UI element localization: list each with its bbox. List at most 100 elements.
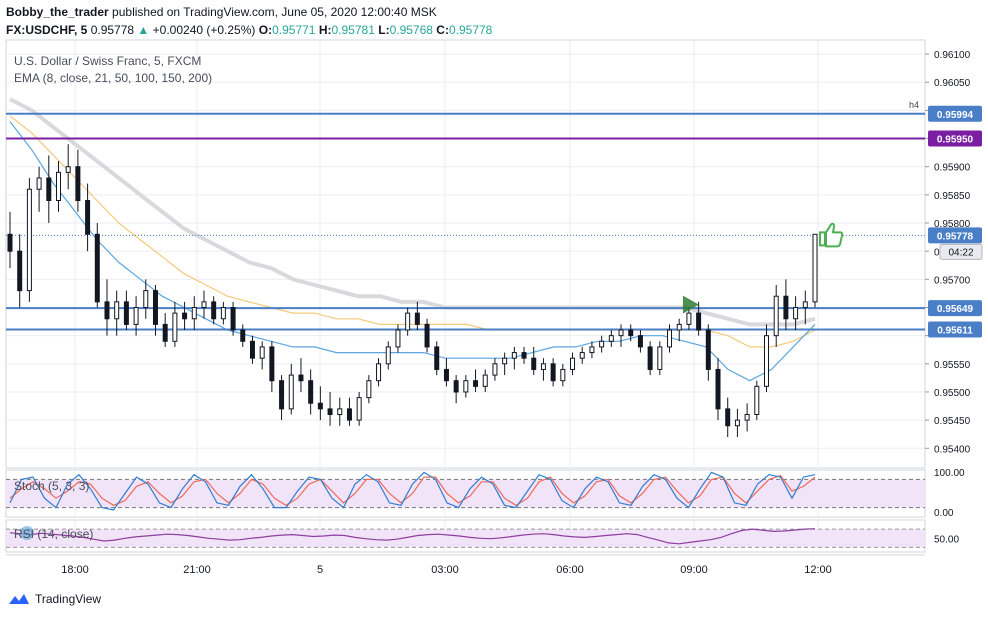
candle	[201, 290, 207, 319]
candle	[453, 375, 459, 404]
candle-body	[55, 171, 61, 201]
candle	[705, 324, 711, 381]
candle-body	[26, 188, 32, 292]
candle-body	[298, 374, 304, 382]
candle	[531, 346, 537, 376]
thumbs-up-icon	[819, 222, 844, 248]
stoch-k-line	[9, 471, 816, 511]
symbol-name: FX:USDCHF, 5	[6, 23, 88, 37]
candle-body	[550, 363, 556, 382]
candle-body	[463, 380, 469, 393]
candle-body	[579, 352, 585, 359]
candle-body	[191, 307, 197, 320]
y-tick-label: 0.95700	[934, 275, 971, 286]
candle	[288, 363, 294, 415]
candle-body	[7, 233, 13, 252]
level-price-label: 0.95994	[937, 110, 974, 121]
candle-body	[686, 312, 692, 325]
candle-body	[94, 233, 100, 303]
candle-body	[589, 346, 595, 354]
candle-body	[764, 335, 770, 387]
x-tick-label: 03:00	[431, 564, 459, 576]
level-price-box	[928, 130, 982, 147]
candle	[36, 166, 42, 212]
author-name[interactable]: Bobby_the_trader	[6, 5, 109, 19]
candle	[65, 144, 71, 190]
candle-body	[395, 329, 401, 348]
countdown-box	[939, 243, 983, 260]
price-change: +0.00240 (+0.25%)	[152, 23, 256, 37]
candle-body	[288, 374, 294, 410]
candle-body	[618, 329, 624, 337]
candle	[405, 307, 411, 336]
candle	[686, 307, 692, 331]
candle	[114, 290, 120, 336]
candle	[463, 375, 469, 398]
candle	[366, 375, 372, 404]
candle	[220, 301, 226, 325]
level-price-label: 0.95649	[937, 304, 974, 315]
rsi-legend: RSI (14, close)	[14, 527, 94, 541]
candle-body	[773, 295, 779, 337]
candle-body	[482, 374, 488, 387]
candle-body	[376, 363, 382, 382]
candle	[618, 324, 624, 347]
candle	[395, 324, 401, 353]
candle-body	[696, 312, 702, 331]
rsi-tick-50: 50.00	[934, 534, 959, 545]
x-tick-label: 21:00	[183, 564, 211, 576]
candle-body	[65, 166, 71, 173]
candle-body	[473, 380, 479, 387]
candle-body	[36, 177, 42, 190]
candle	[812, 233, 818, 308]
candle	[269, 341, 275, 392]
candle-body	[366, 380, 372, 399]
candle-body	[657, 346, 663, 370]
candle-body	[123, 301, 129, 325]
candle	[46, 155, 52, 224]
stoch-legend: Stoch (5, 3, 3)	[14, 479, 90, 493]
candle	[104, 279, 110, 336]
candle	[589, 341, 595, 359]
candle-body	[114, 301, 120, 320]
tradingview-logo-icon	[9, 594, 29, 604]
candle	[764, 324, 770, 392]
candle-body	[143, 290, 149, 308]
candle	[162, 313, 168, 347]
last-price: 0.95778	[90, 23, 135, 37]
candle	[279, 375, 285, 421]
candle	[17, 234, 23, 308]
candle	[240, 324, 246, 347]
candle	[473, 369, 479, 392]
indicator-settings-icon	[20, 526, 34, 540]
candle-body	[405, 312, 411, 331]
candle	[667, 324, 673, 353]
candle-body	[327, 408, 333, 415]
candle-body	[812, 233, 818, 303]
candle	[599, 335, 605, 353]
candle-body	[531, 357, 537, 370]
candle	[376, 358, 382, 387]
candle	[230, 301, 236, 336]
candle	[85, 183, 91, 252]
candle	[608, 330, 614, 347]
candle	[734, 408, 740, 438]
candle-body	[793, 307, 799, 320]
price-pane-border	[5, 39, 926, 469]
y-tick-label: 0.95900	[934, 163, 971, 174]
candle	[152, 284, 158, 336]
candle	[560, 363, 566, 387]
x-tick-label: 12:00	[804, 564, 832, 576]
candle	[502, 352, 508, 376]
candle	[647, 341, 653, 376]
candle-body	[502, 357, 508, 365]
y-tick-label: 0.95550	[934, 360, 971, 371]
candle-body	[705, 329, 711, 370]
tradingview-footer[interactable]: TradingView	[8, 592, 101, 606]
stoch-tick-100: 100.00	[934, 468, 965, 479]
candle-body	[521, 352, 527, 359]
x-tick-label: 18:00	[61, 564, 89, 576]
candle	[696, 301, 702, 336]
candle-body	[734, 419, 740, 427]
